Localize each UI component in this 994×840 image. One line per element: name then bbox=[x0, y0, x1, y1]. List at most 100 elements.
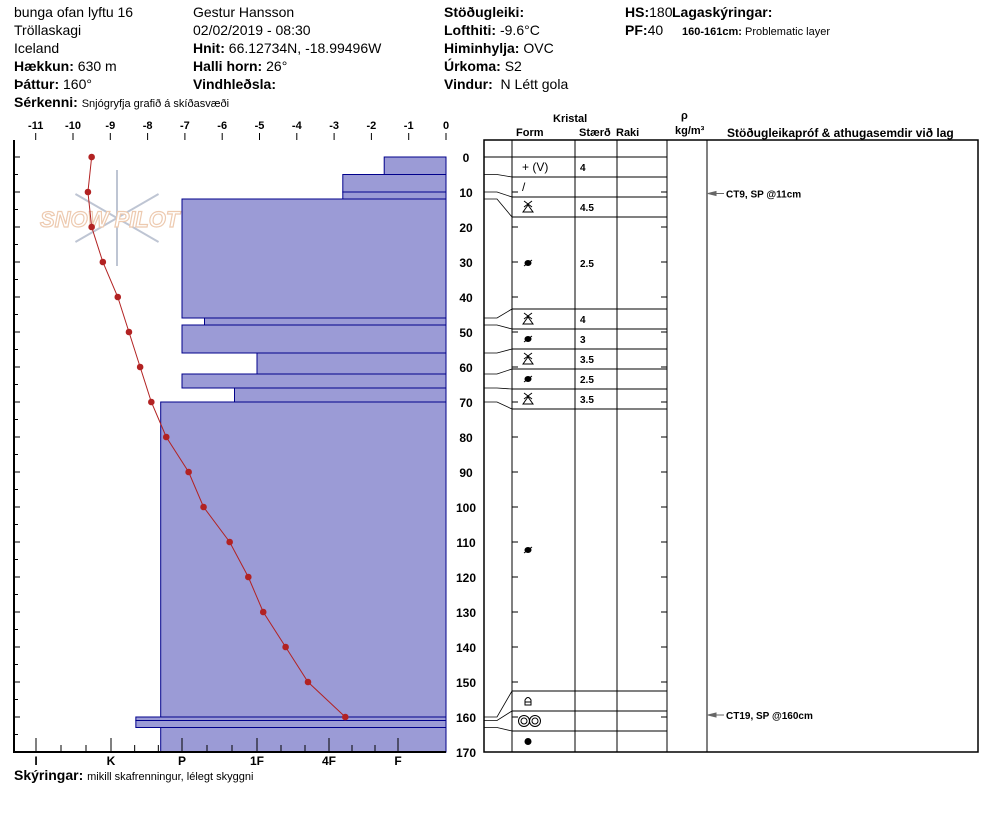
temp-tick-label: -2 bbox=[367, 120, 377, 132]
depth-label: 150 bbox=[456, 676, 476, 690]
depth-hoar-icon bbox=[522, 392, 534, 405]
features: Sérkenni: Snjógryfja grafið á skíðasvæði bbox=[14, 94, 230, 110]
depth-label: 60 bbox=[459, 361, 473, 375]
density-rho-header: ρ bbox=[681, 110, 688, 122]
depth-label: 160 bbox=[456, 711, 476, 725]
datetime: 02/02/2019 - 08:30 bbox=[193, 22, 311, 38]
temperature-point bbox=[114, 293, 122, 301]
hardness-label: 4F bbox=[322, 754, 336, 768]
hardness-label: I bbox=[34, 754, 37, 768]
depth-label: 30 bbox=[459, 256, 473, 270]
depth-hoar-icon bbox=[522, 352, 534, 365]
layer-connector bbox=[484, 308, 513, 319]
snowflake-icon bbox=[116, 217, 160, 243]
depth-label: 90 bbox=[459, 466, 473, 480]
hardness-bar bbox=[160, 727, 447, 753]
density-unit-header: kg/m³ bbox=[675, 125, 705, 137]
rounded-ring-inner bbox=[531, 717, 539, 725]
foot-penetration: PF:40 bbox=[625, 22, 664, 38]
stability-test-result: CT9, SP @11cm bbox=[726, 190, 801, 201]
grain-form-mf-icon bbox=[523, 259, 533, 267]
depth-hoar-icon bbox=[522, 200, 534, 213]
depth-label: 50 bbox=[459, 326, 473, 340]
slope-angle: Halli horn: 26° bbox=[193, 58, 288, 74]
layer-table-frame bbox=[483, 139, 979, 753]
hardness-label: P bbox=[178, 754, 186, 768]
temperature-point bbox=[282, 643, 289, 651]
snow-height: HS:180 bbox=[625, 4, 673, 20]
hardness-bar bbox=[181, 324, 447, 354]
rounded-ring-icon bbox=[529, 715, 541, 727]
melt-form-stroke bbox=[523, 259, 533, 267]
depth-label: 140 bbox=[456, 641, 476, 655]
temp-tick-label: -1 bbox=[404, 120, 414, 132]
depth-label: 20 bbox=[459, 221, 473, 235]
size-header: Stærð bbox=[579, 127, 611, 139]
grain-form-label: + (V) bbox=[522, 160, 548, 174]
temperature-point bbox=[304, 678, 312, 686]
hardness-label: K bbox=[107, 754, 116, 768]
depth-label: 110 bbox=[456, 536, 476, 550]
grain-form-dot-icon bbox=[524, 738, 532, 745]
form-header: Form bbox=[516, 127, 544, 139]
grain-form-dh-icon bbox=[522, 200, 534, 213]
temperature-point bbox=[185, 468, 192, 476]
crystal-header: Kristal bbox=[553, 113, 588, 125]
layer-connector bbox=[484, 324, 513, 330]
hardness-bar bbox=[383, 156, 447, 175]
temperature-point bbox=[88, 153, 95, 161]
layer-connector bbox=[484, 174, 513, 178]
layer-connector bbox=[484, 387, 513, 390]
tests-header: Stöðugleikapróf & athugasemdir við lag bbox=[727, 126, 954, 140]
grain-form-if-icon bbox=[524, 697, 532, 706]
location: bunga ofan lyftu 16 bbox=[14, 4, 134, 20]
coordinates: Hnit: 66.12734N, -18.99496W bbox=[193, 40, 382, 56]
temp-tick-label: -11 bbox=[28, 120, 43, 132]
ice-formation-icon bbox=[524, 697, 532, 706]
hardness-bar bbox=[181, 373, 447, 389]
grain-form-label: / bbox=[522, 180, 526, 194]
depth-label: 170 bbox=[456, 746, 476, 760]
rounded-ring-icon bbox=[518, 715, 530, 727]
depth-label: 80 bbox=[459, 431, 473, 445]
moisture-header: Raki bbox=[616, 127, 640, 139]
country: Iceland bbox=[14, 40, 60, 56]
stability: Stöðugleiki: bbox=[444, 4, 525, 20]
grain-size: 4.5 bbox=[580, 203, 594, 214]
grain-size: 2.5 bbox=[580, 375, 594, 386]
temp-tick-label: -3 bbox=[329, 120, 339, 132]
grain-size: 2.5 bbox=[580, 259, 594, 270]
depth-label: 100 bbox=[456, 501, 476, 515]
temperature-point bbox=[245, 573, 252, 581]
grain-size: 3 bbox=[580, 335, 586, 346]
snowflake-icon bbox=[74, 193, 118, 219]
depth-label: 70 bbox=[459, 396, 473, 410]
air-temp: Lofthiti: -9.6°C bbox=[444, 22, 540, 38]
temperature-point bbox=[259, 608, 267, 616]
melt-form-stroke bbox=[523, 335, 533, 343]
region: Tröllaskagi bbox=[14, 22, 82, 38]
depth-label: 10 bbox=[459, 186, 473, 200]
stability-test-result: CT19, SP @160cm bbox=[726, 711, 813, 722]
precipitation: Úrkoma: S2 bbox=[444, 58, 522, 74]
depth-label: 130 bbox=[456, 606, 476, 620]
layer-connector bbox=[484, 710, 513, 721]
temp-tick-label: -4 bbox=[292, 120, 303, 132]
arrow-icon bbox=[707, 712, 724, 718]
hardness-bar bbox=[256, 352, 447, 375]
depth-label: 120 bbox=[456, 571, 476, 585]
temperature-point bbox=[136, 363, 144, 371]
hardness-bar bbox=[135, 720, 447, 728]
temperature-point bbox=[99, 258, 107, 266]
temp-tick-label: -6 bbox=[217, 120, 227, 132]
snowpilot-watermark: SNOW PILOT bbox=[39, 170, 181, 266]
observer: Gestur Hansson bbox=[193, 4, 295, 20]
temperature-point bbox=[148, 398, 155, 406]
snowflake-icon bbox=[74, 217, 118, 243]
hardness-bar bbox=[234, 387, 447, 403]
temperature-point bbox=[125, 328, 133, 336]
wind: Vindur: N Létt gola bbox=[444, 76, 569, 92]
temp-tick-label: 0 bbox=[443, 120, 449, 132]
grain-form-dh-icon bbox=[522, 312, 534, 325]
